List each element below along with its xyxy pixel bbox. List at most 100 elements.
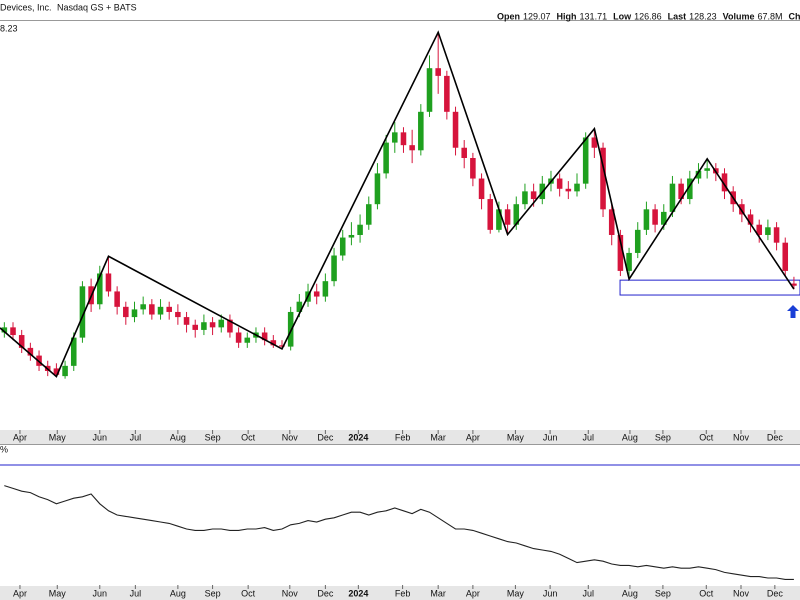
- x-tick-label: Oct: [241, 432, 256, 442]
- x-tick-label: Dec: [317, 588, 334, 598]
- candle-body: [643, 209, 650, 230]
- candle-body: [348, 234, 355, 238]
- exchange: Nasdaq GS + BATS: [57, 2, 137, 12]
- x-tick-label: Oct: [699, 432, 714, 442]
- x-tick-label: Nov: [282, 432, 299, 442]
- candle-body: [617, 234, 624, 271]
- candle-body: [261, 332, 268, 341]
- candle-body: [747, 214, 754, 225]
- candle-body: [105, 273, 112, 292]
- candle-body: [383, 142, 389, 174]
- x-tick-label: Oct: [699, 588, 714, 598]
- candle-body: [123, 306, 129, 318]
- candle-body: [418, 111, 424, 151]
- candle-body: [687, 178, 693, 200]
- candle-body: [721, 173, 728, 192]
- candle-body: [140, 304, 146, 310]
- support-zone: [619, 279, 800, 296]
- x-tick-label: Jul: [583, 432, 595, 442]
- candle-body: [244, 337, 251, 343]
- x-tick-label: Dec: [767, 588, 784, 598]
- candle-body: [426, 68, 433, 112]
- candle-body: [18, 335, 25, 348]
- x-tick-label: Aug: [622, 588, 638, 598]
- x-tick-label: Feb: [395, 432, 411, 442]
- company-name: Devices, Inc.: [0, 2, 52, 12]
- x-tick-label: Feb: [395, 588, 411, 598]
- x-tick-label: Mar: [430, 432, 446, 442]
- x-tick-label: Apr: [466, 588, 480, 598]
- candle-body: [114, 291, 120, 307]
- quote-value: 131.71: [580, 11, 608, 21]
- candle-body: [669, 183, 676, 212]
- x-tick-label: May: [49, 588, 67, 598]
- candle-body: [634, 229, 641, 253]
- candle-body: [175, 311, 181, 318]
- candle-body: [435, 68, 441, 76]
- quote-value: 67.8M: [758, 11, 783, 21]
- quote-value: 126.86: [634, 11, 662, 21]
- quote-label: Low: [613, 11, 632, 21]
- candle-body: [756, 224, 762, 235]
- candle-body: [504, 209, 511, 225]
- x-tick-label: Jun: [93, 588, 108, 598]
- candle-body: [97, 273, 103, 305]
- candle-body: [478, 178, 485, 200]
- x-tick-label: Apr: [13, 588, 27, 598]
- x-tick-label: May: [507, 588, 525, 598]
- candle-body: [313, 291, 320, 297]
- x-tick-label: Jun: [543, 432, 558, 442]
- candle-body: [704, 168, 710, 171]
- x-tick-label: Aug: [622, 432, 638, 442]
- candle-body: [227, 319, 233, 333]
- x-tick-label: Jul: [130, 588, 142, 598]
- quote-label: High: [557, 11, 577, 21]
- candle-body: [791, 283, 797, 286]
- x-tick-label: Apr: [13, 432, 27, 442]
- x-tick-label: Mar: [430, 588, 446, 598]
- quote-value: 128.23: [689, 11, 717, 21]
- candle-body: [461, 147, 467, 158]
- candle-body: [62, 365, 68, 377]
- candle-body: [374, 173, 381, 205]
- candle-body: [782, 242, 789, 271]
- x-tick-label: Sep: [655, 588, 671, 598]
- candle-body: [287, 311, 294, 347]
- candle-body: [192, 324, 199, 330]
- candle-body: [582, 137, 589, 184]
- x-tick-label: 2024: [348, 432, 368, 442]
- candle-body: [166, 306, 172, 312]
- candle-body: [470, 158, 476, 179]
- candle-body: [765, 227, 771, 235]
- candle-body: [496, 209, 502, 230]
- candle-body: [270, 340, 277, 346]
- candle-body: [513, 204, 520, 225]
- candle-body: [235, 332, 242, 343]
- x-tick-label: Jun: [93, 432, 108, 442]
- candle-body: [409, 145, 415, 151]
- x-tick-label: Sep: [655, 432, 671, 442]
- candle-body: [183, 317, 190, 325]
- candle-body: [209, 322, 216, 328]
- candle-body: [600, 147, 606, 210]
- candle-body: [530, 191, 537, 200]
- candle-body: [339, 237, 346, 256]
- x-tick-label: Jul: [583, 588, 595, 598]
- candle-body: [739, 204, 745, 215]
- x-tick-label: May: [507, 432, 525, 442]
- x-axis-band: [0, 430, 800, 444]
- candle-body: [565, 188, 572, 192]
- lower-panel-label: %: [0, 444, 8, 454]
- quote-value: 129.07: [523, 11, 551, 21]
- x-tick-label: May: [49, 432, 67, 442]
- candle-body: [279, 345, 285, 347]
- x-tick-label: Jun: [543, 588, 558, 598]
- x-tick-label: Aug: [170, 588, 186, 598]
- signal-arrow: [787, 305, 799, 318]
- x-tick-label: Aug: [170, 432, 186, 442]
- candle-body: [608, 209, 615, 235]
- candle-body: [357, 224, 363, 235]
- candle-body: [296, 301, 303, 312]
- candle-body: [53, 368, 60, 375]
- zigzag-line: [0, 30, 795, 378]
